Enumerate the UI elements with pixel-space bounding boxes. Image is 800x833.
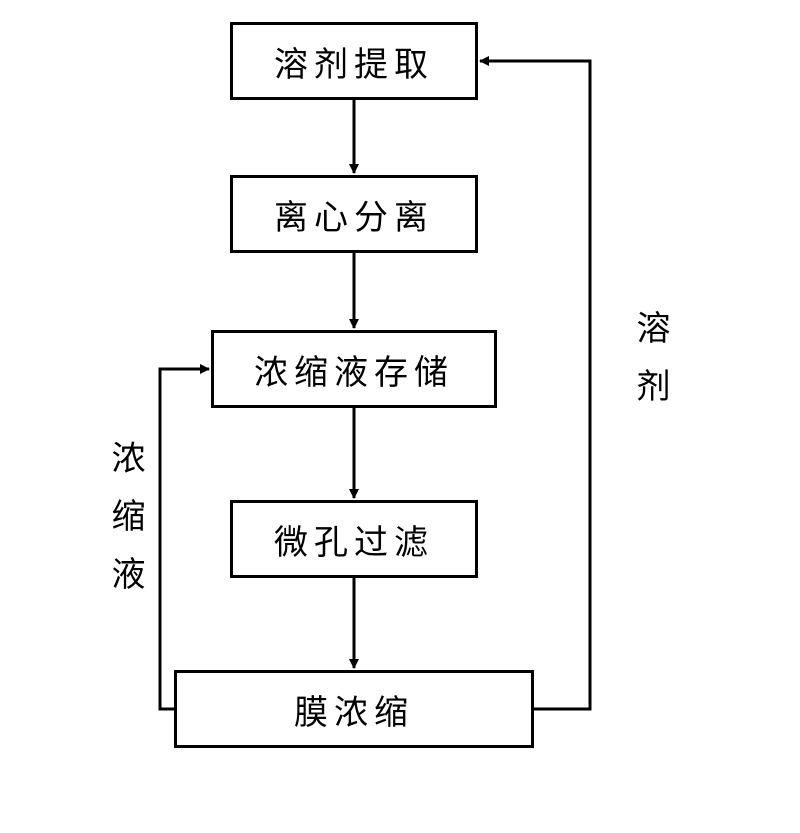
node-solvent-extraction: 溶剂提取: [230, 22, 478, 100]
edge-n5-n3-left-loop: [160, 369, 209, 709]
node-label: 离心分离: [274, 190, 434, 239]
side-label-solvent: 溶剂: [625, 310, 674, 426]
node-membrane-concentration: 膜浓缩: [174, 670, 534, 748]
flowchart-canvas: 溶剂提取 离心分离 浓缩液存储 微孔过滤 膜浓缩 浓缩液 溶剂: [0, 0, 800, 833]
node-concentrate-storage: 浓缩液存储: [211, 330, 497, 408]
side-label-text: 溶剂: [631, 310, 668, 426]
side-label-text: 浓缩液: [106, 440, 143, 614]
node-label: 膜浓缩: [294, 685, 414, 734]
node-label: 溶剂提取: [274, 37, 434, 86]
node-centrifugal-separation: 离心分离: [230, 175, 478, 253]
node-label: 浓缩液存储: [254, 345, 454, 394]
side-label-concentrate: 浓缩液: [100, 440, 149, 614]
node-microporous-filtration: 微孔过滤: [230, 500, 478, 578]
node-label: 微孔过滤: [274, 515, 434, 564]
